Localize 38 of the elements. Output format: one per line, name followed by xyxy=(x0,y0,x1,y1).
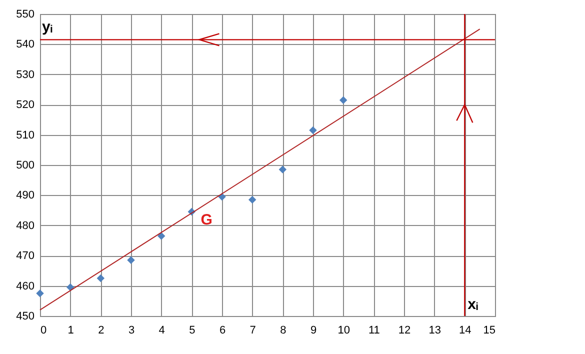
y-tick-label: 460 xyxy=(16,280,34,292)
point xyxy=(96,274,105,282)
x-tick-label: 1 xyxy=(68,324,74,336)
x-tick-label: 8 xyxy=(280,324,286,336)
y-tick-label: 470 xyxy=(16,250,34,262)
point xyxy=(127,256,135,264)
y-tick-label: 510 xyxy=(16,129,34,142)
point xyxy=(157,232,166,240)
y-tick-label: 480 xyxy=(16,220,34,232)
point xyxy=(309,126,317,134)
y-tick-label: 530 xyxy=(16,68,34,81)
x-tick-label: 2 xyxy=(98,324,104,336)
point xyxy=(278,166,287,174)
x-tick-label: 4 xyxy=(158,324,165,336)
x-tick-label: 15 xyxy=(483,324,496,336)
y-tick-label: 490 xyxy=(16,190,34,202)
y-tick-label: 500 xyxy=(16,160,34,172)
point xyxy=(248,196,256,204)
point xyxy=(339,96,348,104)
point xyxy=(36,289,44,298)
x-tick-label: 3 xyxy=(128,324,135,336)
x-tick-label: 6 xyxy=(219,324,226,336)
y-tick-label: 550 xyxy=(16,8,34,20)
x-tick-label: 7 xyxy=(250,324,256,336)
x-tick-label: 12 xyxy=(398,324,411,336)
y-tick-label: 520 xyxy=(16,99,34,112)
x-tick-label: 11 xyxy=(368,324,380,336)
x-tick-label: 0 xyxy=(40,324,47,336)
y-tick-label: 540 xyxy=(16,38,34,51)
ref-line-label: xᵢ xyxy=(468,296,478,313)
annotation: G xyxy=(200,211,212,228)
x-tick-label: 13 xyxy=(428,324,441,336)
y-tick-label: 450 xyxy=(16,310,34,322)
x-tick-label: 9 xyxy=(310,324,317,336)
x-tick-label: 14 xyxy=(459,324,472,336)
x-tick-label: 10 xyxy=(338,324,350,336)
ref-line-label: yᵢ xyxy=(42,18,52,36)
x-tick-label: 5 xyxy=(189,324,196,336)
